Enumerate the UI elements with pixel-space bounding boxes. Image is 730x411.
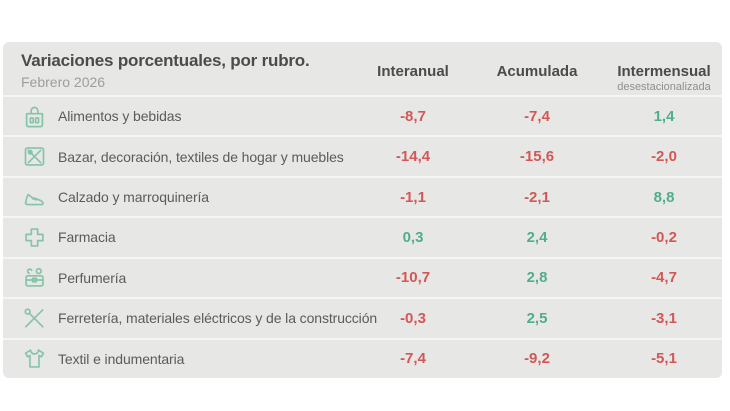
variations-table-card: Variaciones porcentuales, por rubro. Feb… <box>3 42 722 378</box>
table-row: Perfumería -10,7 2,8 -4,7 <box>3 256 722 297</box>
column-header-interanual: Interanual <box>358 51 468 80</box>
row-label: Perfumería <box>58 269 127 286</box>
value-acumulada: -2,1 <box>524 188 550 206</box>
value-intermensual: -5,1 <box>651 350 677 368</box>
column-header-acumulada: Acumulada <box>468 51 606 80</box>
table-row: Farmacia 0,3 2,4 -0,2 <box>3 216 722 256</box>
row-label-cell: Textil e indumentaria <box>21 345 358 372</box>
row-label: Calzado y marroquinería <box>58 189 209 206</box>
value-intermensual: -0,2 <box>651 228 677 246</box>
value-intermensual: -3,1 <box>651 309 677 327</box>
table-row: Calzado y marroquinería -1,1 -2,1 8,8 <box>3 175 722 216</box>
column-label-acumulada: Acumulada <box>496 63 578 80</box>
value-interanual: 0,3 <box>402 228 424 246</box>
tshirt-icon <box>21 345 48 372</box>
table-row: Bazar, decoración, textiles de hogar y m… <box>3 135 722 175</box>
bazar-icon <box>21 143 48 170</box>
cosmetics-case-icon <box>21 264 48 291</box>
column-label-intermensual: Intermensual <box>617 63 711 80</box>
row-label-cell: Calzado y marroquinería <box>21 184 358 211</box>
title-block: Variaciones porcentuales, por rubro. Feb… <box>21 51 358 90</box>
row-label-cell: Bazar, decoración, textiles de hogar y m… <box>21 143 358 170</box>
value-intermensual: 8,8 <box>653 188 675 206</box>
row-label-cell: Perfumería <box>21 264 358 291</box>
row-label: Textil e indumentaria <box>58 350 185 367</box>
table-subtitle: Febrero 2026 <box>21 74 106 91</box>
row-label-cell: Ferretería, materiales eléctricos y de l… <box>21 305 377 332</box>
row-label: Ferretería, materiales eléctricos y de l… <box>58 310 378 327</box>
table-header: Variaciones porcentuales, por rubro. Feb… <box>3 42 722 95</box>
shoe-icon <box>21 184 48 211</box>
value-interanual: -0,3 <box>400 309 426 327</box>
table-row: Ferretería, materiales eléctricos y de l… <box>3 297 722 337</box>
pharmacy-cross-icon <box>21 224 48 251</box>
table-rows: Alimentos y bebidas -8,7 -7,4 1,4 Bazar,… <box>3 95 722 378</box>
value-acumulada: -9,2 <box>524 350 550 368</box>
value-acumulada: -15,6 <box>519 148 555 166</box>
value-interanual: -10,7 <box>395 269 431 287</box>
tools-icon <box>21 305 48 332</box>
table-row: Textil e indumentaria -7,4 -9,2 -5,1 <box>3 337 722 378</box>
table-row: Alimentos y bebidas -8,7 -7,4 1,4 <box>3 95 722 135</box>
value-interanual: -14,4 <box>395 148 431 166</box>
value-acumulada: 2,5 <box>526 309 548 327</box>
value-intermensual: -2,0 <box>651 148 677 166</box>
row-label: Farmacia <box>58 229 116 246</box>
row-label-cell: Farmacia <box>21 224 358 251</box>
groceries-icon <box>21 103 48 130</box>
value-acumulada: -7,4 <box>524 107 550 125</box>
value-interanual: -8,7 <box>400 107 426 125</box>
table-title: Variaciones porcentuales, por rubro. <box>21 51 310 70</box>
row-label-cell: Alimentos y bebidas <box>21 103 358 130</box>
value-acumulada: 2,8 <box>526 269 548 287</box>
column-label-interanual: Interanual <box>377 63 449 80</box>
value-interanual: -7,4 <box>400 350 426 368</box>
value-intermensual: -4,7 <box>651 269 677 287</box>
row-label: Bazar, decoración, textiles de hogar y m… <box>58 148 344 165</box>
row-label: Alimentos y bebidas <box>58 108 182 125</box>
column-header-intermensual: Intermensual desestacionalizada <box>606 51 722 93</box>
value-acumulada: 2,4 <box>526 228 548 246</box>
value-interanual: -1,1 <box>400 188 426 206</box>
column-sublabel-desestacionalizada: desestacionalizada <box>617 81 711 93</box>
value-intermensual: 1,4 <box>653 107 675 125</box>
